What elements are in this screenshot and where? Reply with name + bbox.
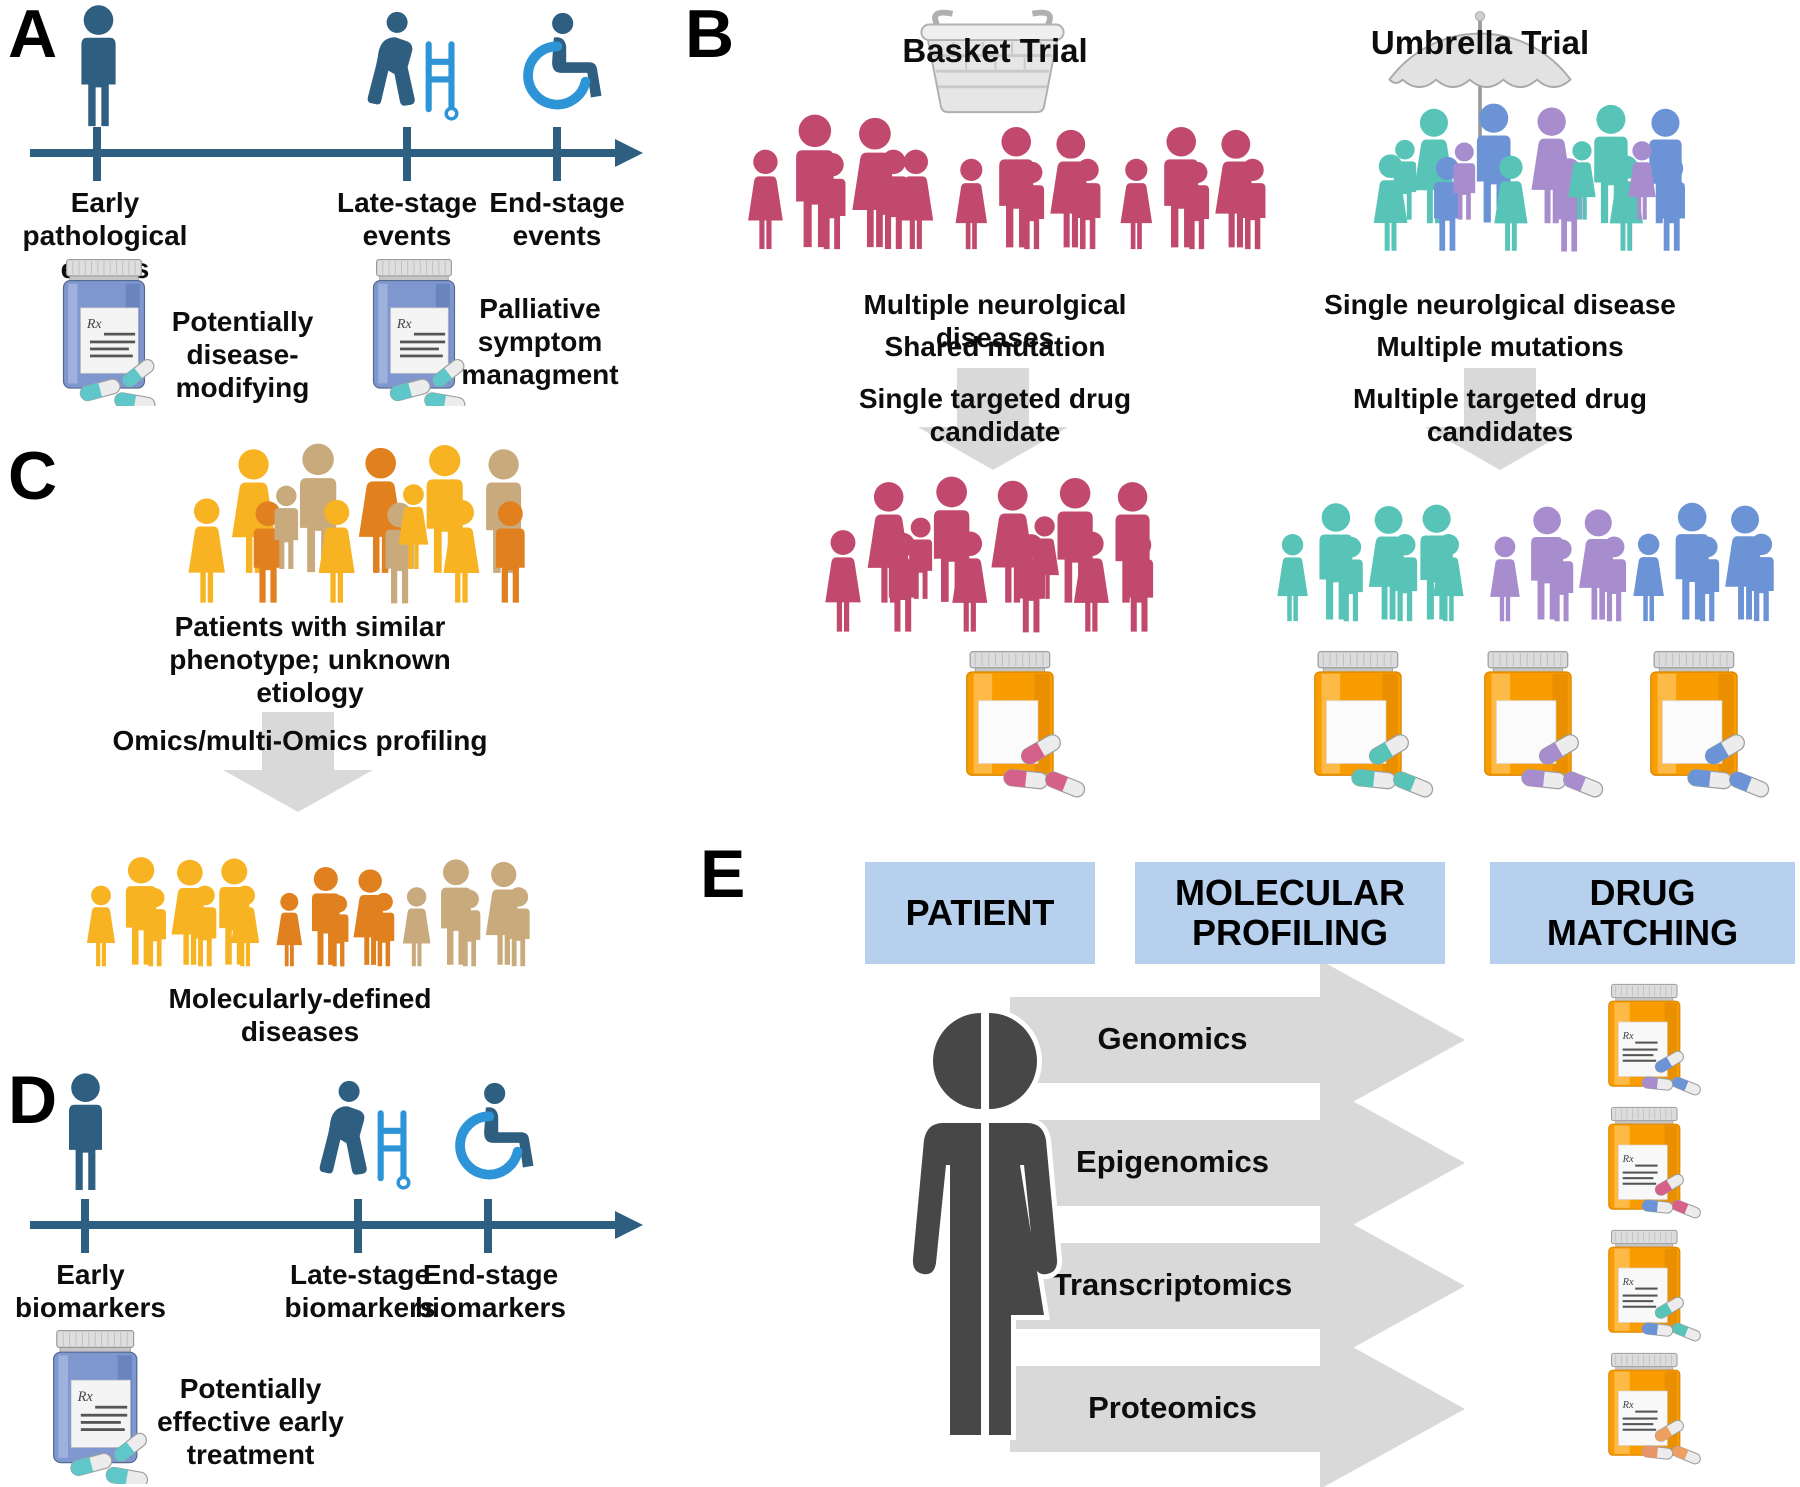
- wheelchair-icon: [440, 1072, 537, 1196]
- annotation-disease-modifying: Potentially disease-modifying: [171, 306, 314, 404]
- bottle-genomics: Rx: [1583, 983, 1723, 1105]
- timeline-tick: [81, 1199, 89, 1253]
- caption-patients-similar: Patients with similar phenotype; unknown…: [169, 611, 451, 709]
- svg-text:Rx: Rx: [1622, 1400, 1634, 1411]
- row-label-epigenomics: Epigenomics: [1076, 1144, 1269, 1179]
- timeline-tick: [484, 1199, 492, 1253]
- pill-bottle-orange-icon: [938, 640, 1103, 808]
- svg-text:Rx: Rx: [1622, 1277, 1634, 1288]
- umbrella-group-purple: [1485, 490, 1635, 622]
- pill-bottle-blue-icon: Rx: [36, 1326, 176, 1484]
- milestone-end-biomarkers: End-stage biomarkers: [415, 1259, 566, 1324]
- milestone-late-stage: Late-stage events: [336, 187, 478, 252]
- basket-crowd-group: [950, 112, 1110, 250]
- timeline-tick: [93, 127, 101, 181]
- timeline-tick: [403, 127, 411, 181]
- timeline-arrowhead: [615, 1211, 643, 1239]
- arrow-proteomics: [1010, 1329, 1465, 1487]
- umbrella-line2: Multiple mutations: [1376, 331, 1624, 362]
- svg-text:Rx: Rx: [396, 317, 413, 332]
- group-orange: [272, 830, 402, 967]
- panel-c-label: C: [8, 438, 58, 514]
- arrow-genomics: [1010, 960, 1465, 1120]
- header-patient: PATIENT: [865, 862, 1095, 964]
- header-drug-matching: DRUG MATCHING: [1490, 862, 1795, 964]
- umbrella-trial-title: Umbrella Trial: [1370, 24, 1590, 61]
- timeline-d: [30, 1199, 643, 1253]
- svg-text:Rx: Rx: [1622, 1031, 1634, 1042]
- umbrella-group-blue: [1628, 486, 1783, 622]
- pill-bottle-orange-icon: [1456, 640, 1621, 808]
- walker-person-icon: [348, 8, 462, 128]
- row-label-transcriptomics: Transcriptomics: [1052, 1267, 1293, 1302]
- caption-molecularly-defined: Molecularly-defined diseases: [168, 983, 432, 1048]
- row-label-genomics: Genomics: [1097, 1021, 1248, 1056]
- basket-trial-title: Basket Trial: [902, 32, 1088, 69]
- pill-bottle-blue-icon: Rx: [42, 258, 187, 406]
- umbrella-arrow-label: Multiple targeted drug candidates: [1353, 383, 1647, 448]
- umbrella-crowd: [1275, 103, 1790, 253]
- panel-a-label: A: [8, 0, 58, 72]
- annotation-early-treatment: Potentially effective early treatment: [157, 1373, 344, 1471]
- svg-text:Rx: Rx: [86, 317, 103, 332]
- umbrella-line1: Single neurolgical disease: [1324, 289, 1676, 320]
- milestone-end-stage: End-stage events: [489, 187, 625, 252]
- timeline-a: [30, 127, 643, 181]
- bottle-transcriptomics: Rx: [1583, 1229, 1723, 1351]
- basket-arrow-label: Single targeted drug candidate: [858, 383, 1132, 448]
- basket-line2: Shared mutation: [884, 331, 1106, 362]
- arrow-transcriptomics: [1010, 1206, 1465, 1366]
- group-tan: [398, 826, 538, 967]
- umbrella-group-teal: [1272, 482, 1472, 622]
- basket-treated-crowd: [800, 476, 1185, 634]
- header-molecular-profiling: MOLECULAR PROFILING: [1135, 862, 1445, 964]
- milestone-early-biomarkers: Early biomarkers: [15, 1259, 166, 1324]
- walker-person-icon: [300, 1078, 414, 1196]
- pill-bottle-orange-icon: [1286, 640, 1451, 808]
- bottle-epigenomics: Rx: [1583, 1106, 1723, 1228]
- person-icon: [70, 4, 127, 128]
- timeline-arrowhead: [615, 139, 643, 167]
- group-yellow: [82, 822, 267, 967]
- panel-e-label: E: [700, 836, 746, 912]
- wheelchair-icon: [508, 2, 605, 126]
- patient-silhouette: [907, 1007, 1063, 1440]
- panel-b-label: B: [685, 0, 735, 72]
- timeline-tick: [354, 1199, 362, 1253]
- pill-bottle-blue-icon: Rx: [352, 258, 497, 406]
- basket-line1: Multiple neurolgical diseases: [863, 289, 1127, 354]
- svg-text:Rx: Rx: [1622, 1154, 1634, 1165]
- row-label-proteomics: Proteomics: [1088, 1390, 1257, 1425]
- timeline-tick: [553, 127, 561, 181]
- arrow-epigenomics: [1010, 1083, 1465, 1243]
- bottle-proteomics: Rx: [1583, 1352, 1723, 1474]
- person-icon: [58, 1072, 113, 1192]
- basket-crowd-group: [742, 110, 942, 250]
- panel-d-label: D: [8, 1062, 58, 1138]
- milestone-late-biomarkers: Late-stage biomarkers: [284, 1259, 436, 1324]
- svg-text:Rx: Rx: [77, 1389, 94, 1405]
- pill-bottle-orange-icon: [1622, 640, 1787, 808]
- mixed-phenotype-crowd: [140, 443, 580, 605]
- omics-arrow-label: Omics/multi-Omics profiling: [112, 725, 488, 756]
- basket-crowd-group: [1115, 112, 1275, 250]
- annotation-palliative: Palliative symptom managment: [461, 293, 619, 391]
